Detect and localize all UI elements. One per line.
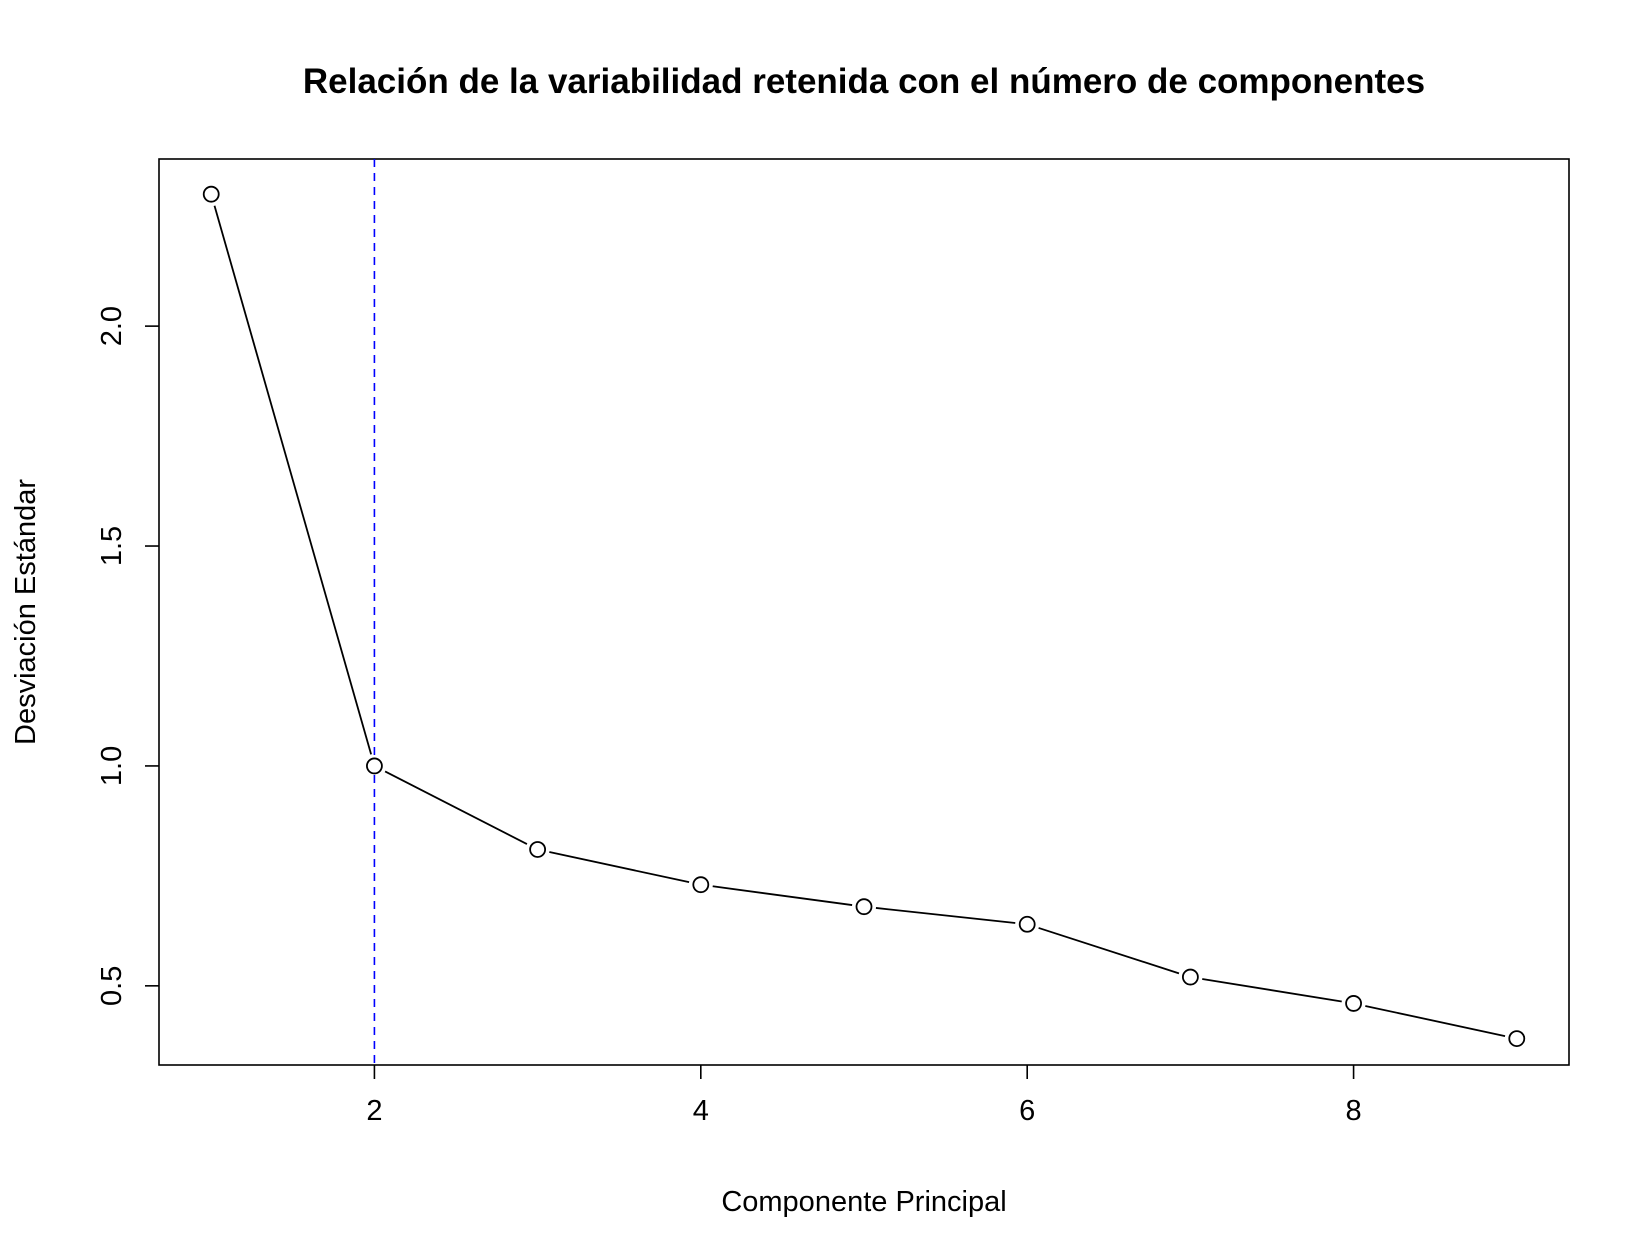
data-point-7 [1181, 968, 1199, 986]
x-tick-label-2: 2 [366, 1095, 382, 1127]
data-point-9 [1508, 1030, 1526, 1048]
data-point-3 [529, 841, 547, 858]
y-tick-label-1.5: 1.5 [96, 526, 128, 566]
x-tick-label-6: 6 [1019, 1095, 1035, 1127]
plot-frame [158, 158, 1570, 1066]
series-segment-7 [1202, 978, 1342, 1003]
y-tick-label-0.5: 0.5 [96, 966, 128, 1006]
x-axis: 2 4 6 8 [366, 1065, 1362, 1127]
series-segment-5 [875, 907, 1016, 924]
data-point-6 [1018, 915, 1036, 933]
series-segment-8 [1365, 1005, 1506, 1037]
series-segment-3 [549, 851, 690, 884]
y-tick-label-2: 2.0 [96, 306, 128, 346]
data-point-5 [855, 898, 873, 916]
data-point-8 [1345, 995, 1362, 1012]
chart-title: Relación de la variabilidad retenida con… [303, 62, 1425, 101]
x-tick-label-4: 4 [693, 1095, 709, 1127]
series-line-layer [213, 205, 1506, 1037]
data-point-1 [202, 185, 220, 203]
y-tick-label-1: 1.0 [96, 746, 128, 786]
data-point-2 [366, 757, 383, 775]
series-segment-1 [213, 205, 372, 755]
series-segment-6 [1038, 927, 1180, 975]
series-segment-2 [384, 770, 528, 845]
y-axis-label: Desviación Estándar [10, 479, 42, 745]
series-segment-4 [712, 885, 853, 906]
x-tick-label-8: 8 [1346, 1095, 1362, 1127]
series-point-layer [202, 185, 1526, 1048]
x-axis-label: Componente Principal [721, 1186, 1006, 1218]
data-point-4 [692, 876, 710, 894]
y-axis: 0.5 1.0 1.5 2.0 [96, 306, 159, 1006]
